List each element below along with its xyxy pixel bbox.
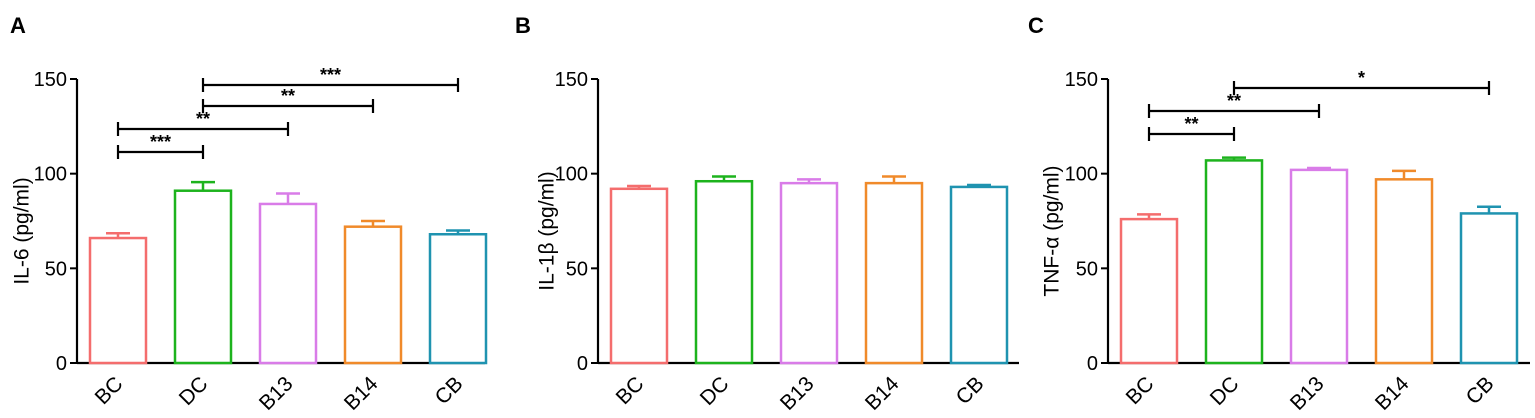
x-tick-label: B13	[776, 372, 819, 415]
significance-bracket: **	[1147, 91, 1321, 118]
significance-bracket: **	[116, 109, 290, 136]
x-tick-label: DC	[696, 372, 734, 410]
x-tick-label: B14	[340, 372, 383, 415]
y-tick-label: 50	[45, 258, 67, 280]
y-tick-label: 0	[56, 353, 67, 375]
significance-label: *	[1358, 68, 1365, 88]
x-tick-label: BC	[612, 372, 649, 409]
x-tick-label: B13	[255, 372, 298, 415]
panel-letter: A	[10, 13, 26, 38]
significance-bracket: **	[1147, 114, 1236, 141]
y-tick-label: 100	[1065, 164, 1098, 186]
bar-b14	[343, 225, 403, 365]
panel-letter: C	[1028, 13, 1044, 38]
y-tick-label: 50	[1076, 258, 1098, 280]
significance-label: ***	[320, 65, 341, 85]
bar-b13	[258, 202, 318, 365]
x-tick-label: B13	[1286, 372, 1329, 415]
x-tick-label: DC	[1206, 372, 1244, 410]
x-tick-label: B14	[861, 372, 904, 415]
bar-cb	[1459, 212, 1519, 365]
x-tick-label: CB	[952, 372, 989, 409]
significance-bracket: ***	[116, 132, 205, 159]
y-tick-label: 0	[577, 353, 588, 375]
bar-b14	[864, 181, 924, 365]
x-tick-label: CB	[1462, 372, 1499, 409]
bar-dc	[1204, 159, 1264, 365]
x-tick-label: BC	[91, 372, 128, 409]
y-tick-label: 100	[34, 164, 67, 186]
bar-b13	[1289, 168, 1349, 365]
x-tick-label: CB	[431, 372, 468, 409]
x-tick-label: BC	[1122, 372, 1159, 409]
y-axis-label: TNF-α (pg/ml)	[1041, 165, 1064, 296]
significance-label: ***	[150, 132, 171, 152]
y-tick-label: 150	[555, 69, 588, 91]
significance-label: **	[1184, 114, 1198, 134]
x-tick-label: B14	[1371, 372, 1414, 415]
y-tick-label: 0	[1087, 353, 1098, 375]
significance-label: **	[1227, 91, 1241, 111]
significance-bracket: *	[1232, 68, 1491, 95]
bar-cb	[949, 185, 1009, 365]
significance-label: **	[281, 86, 295, 106]
y-tick-label: 100	[555, 164, 588, 186]
y-axis-label: IL-1β (pg/ml)	[536, 171, 559, 290]
significance-bracket: **	[201, 86, 375, 113]
y-tick-label: 50	[566, 258, 588, 280]
significance-label: **	[196, 109, 210, 129]
bar-bc	[609, 187, 669, 365]
bar-dc	[173, 189, 233, 365]
bar-bc	[88, 236, 148, 365]
significance-bracket: ***	[201, 65, 460, 92]
panel-B: B 0 50 100 150 IL-1β (pg/ml) BC DC B13 B14 CB	[515, 13, 1019, 415]
y-tick-label: 150	[1065, 69, 1098, 91]
y-axis-label: IL-6 (pg/ml)	[11, 177, 34, 284]
bar-b13	[779, 181, 839, 365]
panel-letter: B	[515, 13, 531, 38]
bar-dc	[694, 179, 754, 365]
y-tick-label: 150	[34, 69, 67, 91]
x-tick-label: DC	[175, 372, 213, 410]
bar-bc	[1119, 217, 1179, 365]
bar-b14	[1374, 178, 1434, 365]
bar-cb	[428, 233, 488, 365]
